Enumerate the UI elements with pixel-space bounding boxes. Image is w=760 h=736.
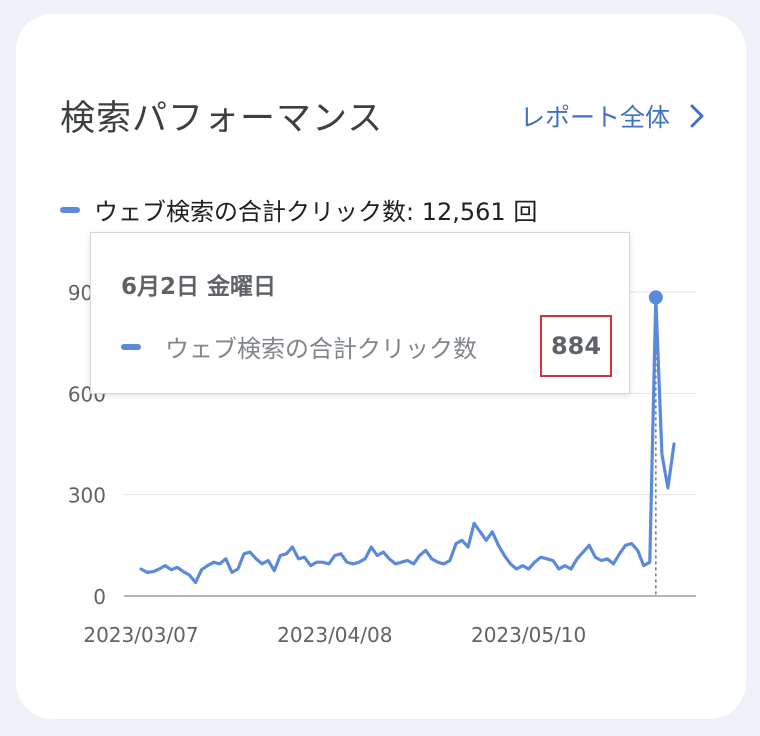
tooltip-series-label: ウェブ検索の合計クリック数 xyxy=(165,335,477,363)
x-tick-label: 2023/04/08 xyxy=(277,623,392,647)
card-title: 検索パフォーマンス xyxy=(60,99,384,139)
y-tick-label: 300 xyxy=(68,484,106,508)
full-report-link[interactable]: レポート全体 xyxy=(520,98,708,134)
x-tick-label: 2023/05/10 xyxy=(471,623,586,647)
data-tooltip: 6月2日 金曜日 ウェブ検索の合計クリック数 884 xyxy=(90,232,630,394)
chevron-right-icon xyxy=(690,104,704,128)
chart-legend: ウェブ検索の合計クリック数: 12,561 回 xyxy=(60,192,537,227)
chart-series xyxy=(139,290,676,596)
legend-label: ウェブ検索の合計クリック数: 12,561 回 xyxy=(94,198,538,226)
highlighted-point xyxy=(648,290,663,305)
full-report-label: レポート全体 xyxy=(519,103,670,132)
x-axis-ticks: 2023/03/07 2023/04/08 2023/05/10 xyxy=(83,623,586,647)
tooltip-value: 884 xyxy=(540,315,612,377)
tooltip-swatch xyxy=(121,343,141,350)
series-line xyxy=(139,295,676,585)
tooltip-series-row: ウェブ検索の合計クリック数 xyxy=(121,329,477,364)
x-tick-label: 2023/03/07 xyxy=(83,623,198,647)
search-performance-card: 検索パフォーマンス レポート全体 ウェブ検索の合計クリック数: 12,561 回… xyxy=(16,14,746,719)
y-tick-label: 0 xyxy=(93,585,106,609)
tooltip-date: 6月2日 金曜日 xyxy=(121,274,277,300)
legend-swatch xyxy=(60,206,80,213)
